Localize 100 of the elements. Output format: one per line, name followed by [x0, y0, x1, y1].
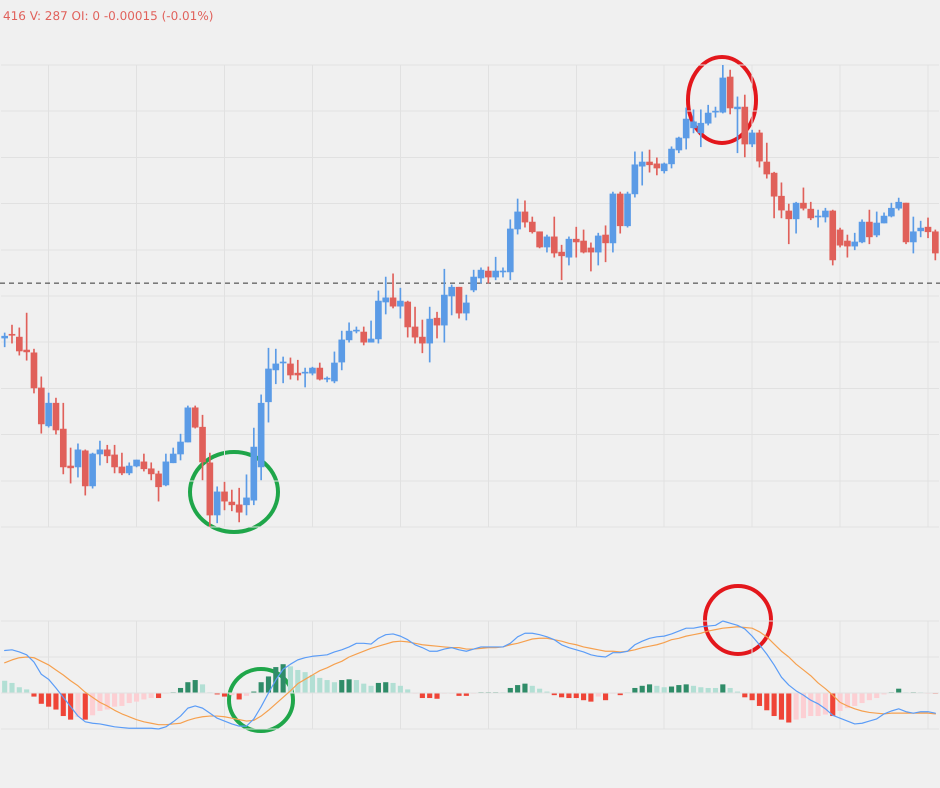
bar	[90, 694, 96, 716]
bar	[852, 694, 858, 706]
bar	[866, 694, 872, 700]
bar	[53, 694, 59, 710]
bar	[756, 694, 762, 706]
candlestick	[734, 96, 741, 154]
bar	[156, 694, 162, 698]
bar	[728, 688, 733, 692]
bar	[354, 680, 359, 692]
bar	[559, 694, 564, 698]
bar	[310, 675, 316, 692]
bar	[778, 694, 784, 720]
bar	[632, 688, 638, 692]
bar	[273, 667, 278, 692]
bar	[742, 694, 748, 698]
bar	[764, 694, 770, 710]
bar	[420, 694, 425, 698]
bar	[574, 694, 579, 698]
bar	[222, 694, 228, 697]
bar	[530, 686, 535, 692]
candlestick	[8, 324, 16, 344]
bar	[434, 694, 440, 699]
bar	[772, 694, 777, 716]
bar	[662, 687, 667, 692]
bar	[339, 680, 344, 692]
bar	[676, 685, 682, 692]
bar	[750, 694, 755, 700]
bar	[581, 694, 586, 700]
candlestick	[800, 188, 807, 210]
bar	[9, 682, 15, 692]
bar	[346, 679, 352, 692]
bar	[104, 694, 110, 710]
bar	[68, 694, 74, 720]
bar	[684, 684, 689, 692]
bar	[508, 688, 513, 692]
bar	[706, 688, 711, 692]
bar	[361, 684, 366, 692]
bar	[794, 694, 799, 720]
bar	[398, 686, 403, 692]
bar	[390, 682, 396, 692]
bar	[383, 682, 388, 692]
bar	[712, 688, 718, 692]
bar	[376, 682, 381, 692]
bar	[588, 694, 594, 702]
bar	[24, 689, 30, 692]
bar	[874, 694, 880, 698]
bar	[148, 694, 154, 698]
bar	[185, 682, 190, 692]
candlestick	[390, 273, 396, 308]
text: 416 V: 287 OI: 0 -0.00015 (-0.01%)	[3, 9, 214, 24]
bar	[566, 694, 572, 698]
bar	[141, 694, 146, 700]
bar	[668, 686, 674, 692]
bar	[537, 688, 542, 692]
bar	[46, 694, 52, 707]
bar	[800, 694, 806, 718]
bar	[126, 694, 132, 704]
bar	[816, 694, 821, 716]
bar	[82, 694, 88, 720]
bar	[317, 678, 322, 692]
bar	[896, 688, 902, 692]
bar	[720, 684, 726, 692]
bar	[603, 694, 608, 700]
candlestick	[602, 225, 609, 262]
bar	[808, 694, 814, 716]
bar	[822, 694, 828, 715]
bar	[236, 694, 242, 700]
bar	[515, 685, 520, 692]
bar	[112, 694, 118, 707]
bar	[302, 672, 308, 692]
bar	[75, 694, 81, 717]
bar	[258, 682, 264, 692]
bar	[2, 680, 8, 692]
bar	[60, 694, 66, 716]
bar	[324, 680, 330, 692]
bar	[280, 664, 286, 692]
bar	[368, 686, 374, 692]
bar	[786, 694, 792, 723]
bar	[97, 694, 102, 711]
bar	[654, 686, 660, 692]
bar	[192, 680, 198, 692]
bar	[427, 694, 432, 698]
bar	[859, 694, 865, 704]
bar	[31, 694, 37, 697]
bar	[16, 687, 22, 692]
bar	[295, 670, 300, 692]
bar	[596, 694, 601, 697]
bar	[119, 694, 124, 706]
bar	[266, 676, 272, 692]
bar	[405, 689, 410, 692]
bar	[38, 694, 44, 704]
bar	[332, 682, 337, 692]
bar	[698, 687, 704, 692]
bar	[134, 694, 140, 702]
bar	[288, 666, 294, 692]
bar	[646, 684, 652, 692]
bar	[200, 684, 206, 692]
bar	[690, 686, 696, 692]
bar	[178, 688, 184, 692]
bar	[640, 686, 645, 692]
